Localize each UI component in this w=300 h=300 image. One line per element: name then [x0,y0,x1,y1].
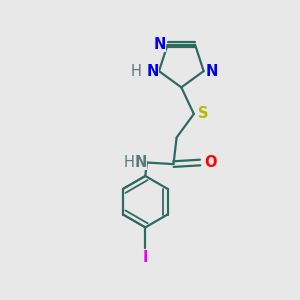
Text: I: I [142,250,148,265]
Text: N: N [205,64,218,79]
Text: N: N [154,38,166,52]
Text: O: O [204,155,216,170]
Text: N: N [134,155,147,170]
Text: H: H [124,155,134,170]
Text: S: S [198,106,208,122]
Text: N: N [147,64,159,79]
Text: H: H [131,64,142,79]
